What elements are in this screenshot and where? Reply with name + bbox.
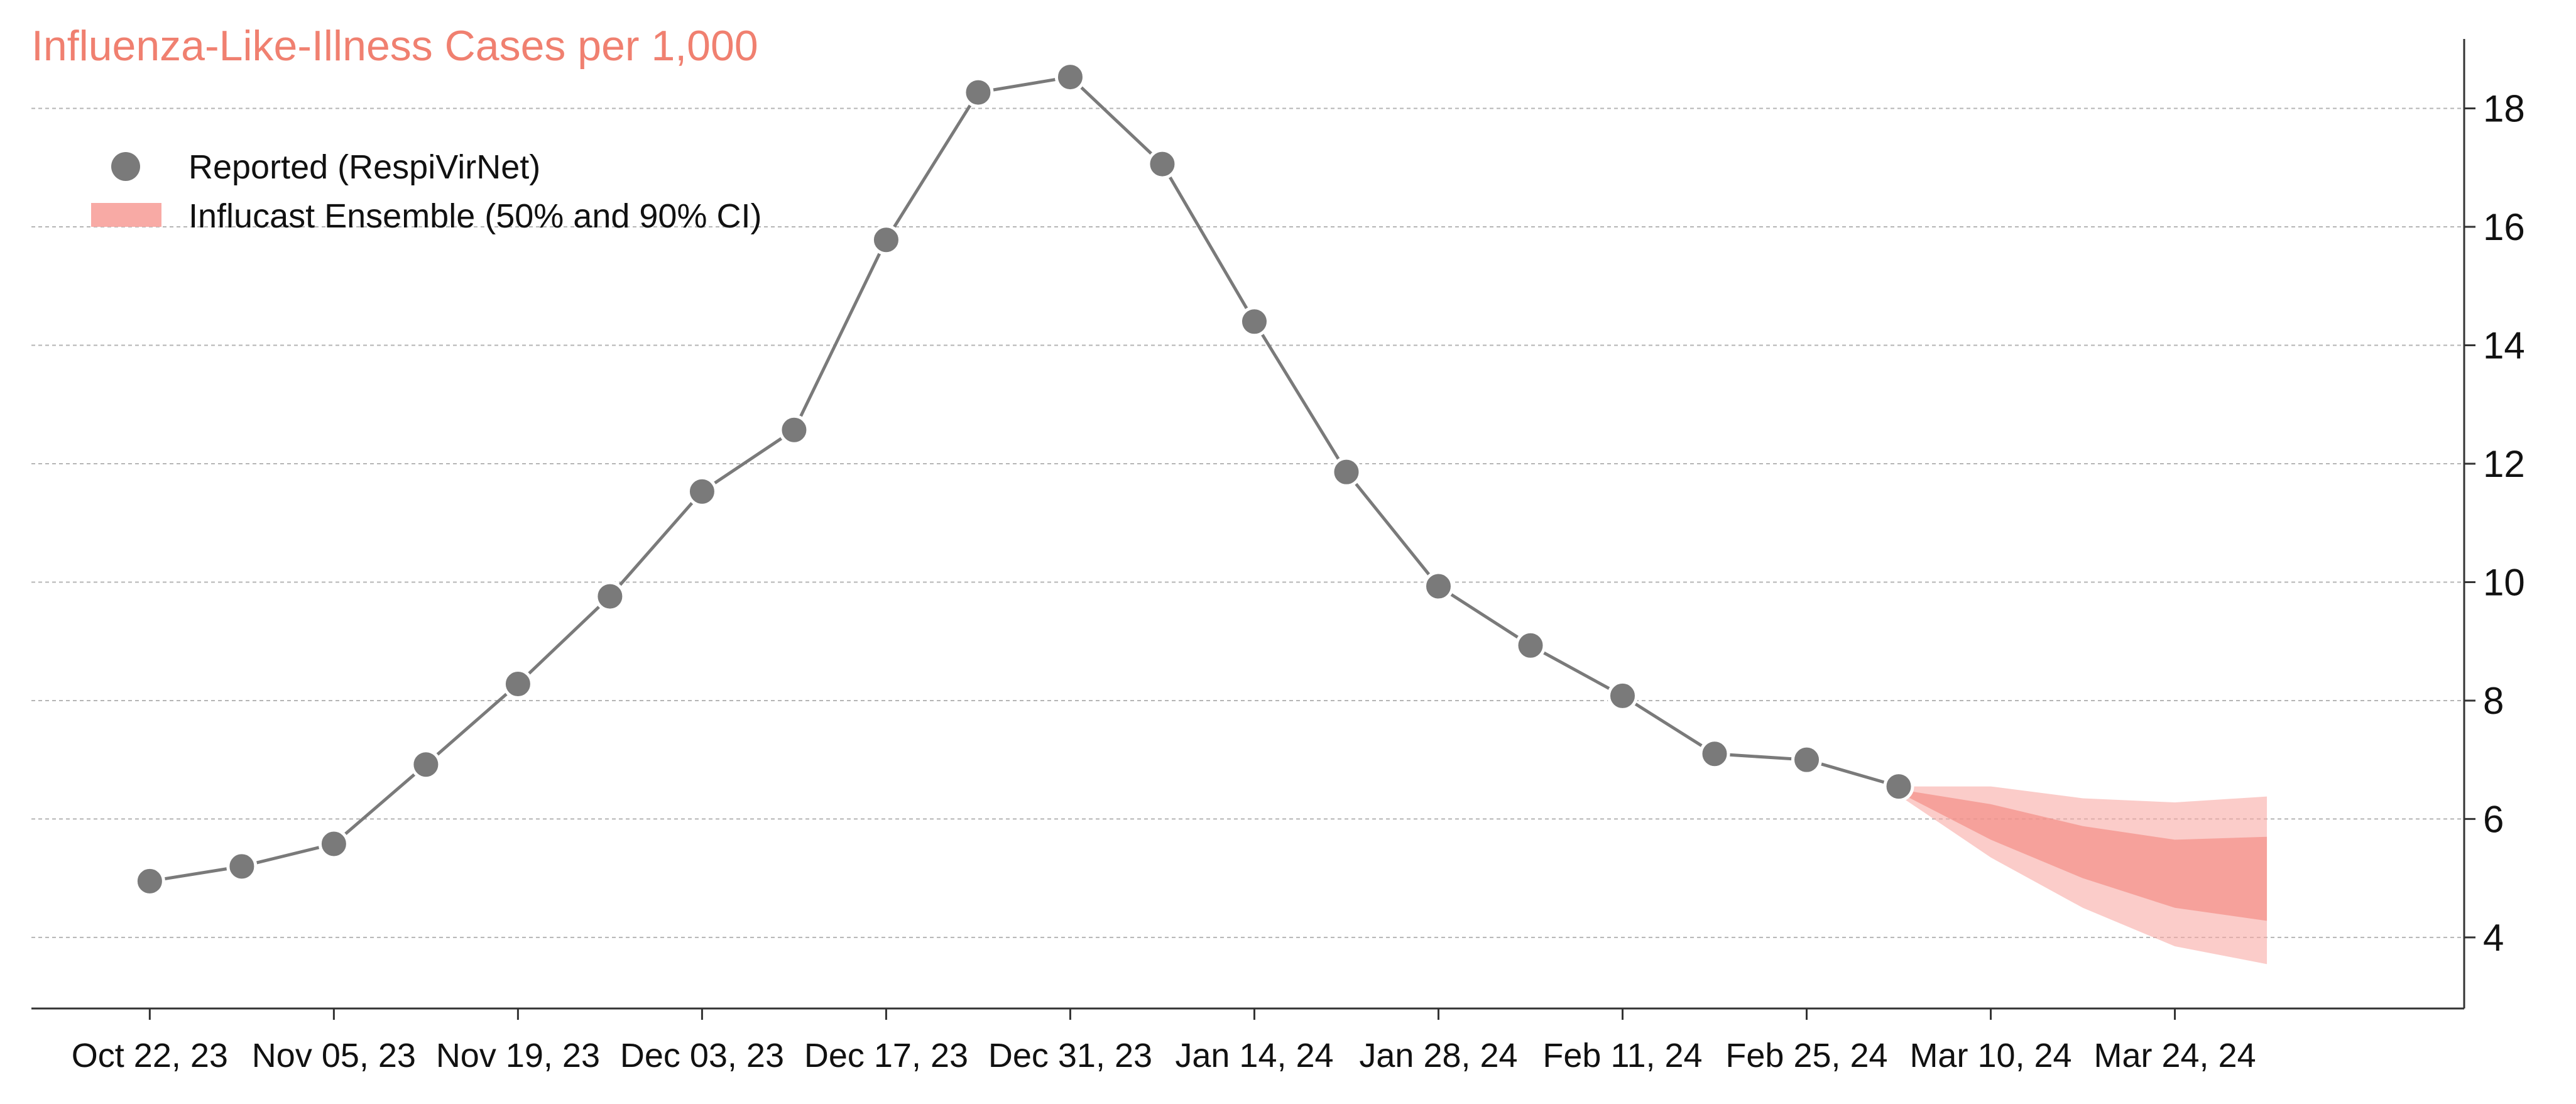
reported-point-5 <box>594 581 626 612</box>
reported-point-14 <box>1422 571 1454 602</box>
legend-ensemble-swatch <box>91 203 161 227</box>
reported-point-4 <box>502 669 533 700</box>
reported-point-19 <box>1883 771 1914 802</box>
x-tick-label-2: Nov 19, 23 <box>436 1037 600 1074</box>
x-tick-label-10: Mar 10, 24 <box>1909 1037 2071 1074</box>
reported-point-17 <box>1699 738 1730 770</box>
legend: Reported (RespiVirNet) Influcast Ensembl… <box>91 148 761 235</box>
reported-point-12 <box>1238 306 1270 337</box>
x-tick-label-8: Feb 11, 24 <box>1542 1037 1702 1074</box>
y-tick-labels: 4 6 8 10 12 14 16 18 <box>2464 88 2525 959</box>
reported-point-18 <box>1791 744 1823 775</box>
reported-point-16 <box>1607 680 1638 711</box>
chart-title: Influenza-Like-Illness Cases per 1,000 <box>31 22 758 70</box>
reported-point-15 <box>1515 630 1546 661</box>
x-tick-label-3: Dec 03, 23 <box>620 1037 784 1074</box>
reported-point-1 <box>226 851 258 882</box>
y-tick-label-12: 12 <box>2483 443 2525 485</box>
reported-point-0 <box>134 865 165 897</box>
y-tick-label-16: 16 <box>2483 206 2525 248</box>
reported-point-13 <box>1331 456 1362 488</box>
legend-ensemble-label: Influcast Ensemble (50% and 90% CI) <box>188 197 761 235</box>
x-tick-labels: Oct 22, 23 Nov 05, 23 Nov 19, 23 Dec 03, 23… <box>72 1008 2256 1074</box>
y-tick-label-14: 14 <box>2483 324 2525 366</box>
x-tick-label-6: Jan 14, 24 <box>1175 1037 1333 1074</box>
reported-point-6 <box>686 476 718 507</box>
x-tick-label-5: Dec 31, 23 <box>988 1037 1152 1074</box>
y-tick-label-6: 6 <box>2483 798 2504 840</box>
reported-point-9 <box>963 77 994 108</box>
y-tick-label-10: 10 <box>2483 561 2525 603</box>
reported-series <box>134 62 1914 897</box>
x-tick-label-9: Feb 25, 24 <box>1725 1037 1887 1074</box>
reported-line <box>149 75 1899 883</box>
forecast-bands <box>1899 786 2268 965</box>
axes <box>31 39 2465 1010</box>
x-tick-label-11: Mar 24, 24 <box>2093 1037 2256 1074</box>
reported-point-2 <box>318 828 349 860</box>
x-tick-label-7: Jan 28, 24 <box>1359 1037 1517 1074</box>
reported-point-10 <box>1054 62 1086 93</box>
reported-point-8 <box>870 224 902 256</box>
x-tick-label-1: Nov 05, 23 <box>252 1037 416 1074</box>
reported-point-11 <box>1147 148 1178 180</box>
reported-point-3 <box>410 749 442 780</box>
reported-point-7 <box>778 414 810 445</box>
x-tick-label-0: Oct 22, 23 <box>72 1037 228 1074</box>
y-tick-label-4: 4 <box>2483 917 2504 959</box>
ensemble-ci50-band <box>1899 789 2268 921</box>
legend-reported-label: Reported (RespiVirNet) <box>188 148 540 186</box>
x-tick-label-4: Dec 17, 23 <box>804 1037 968 1074</box>
y-tick-label-8: 8 <box>2483 680 2504 722</box>
legend-reported-marker <box>111 152 140 181</box>
y-tick-label-18: 18 <box>2483 88 2525 130</box>
